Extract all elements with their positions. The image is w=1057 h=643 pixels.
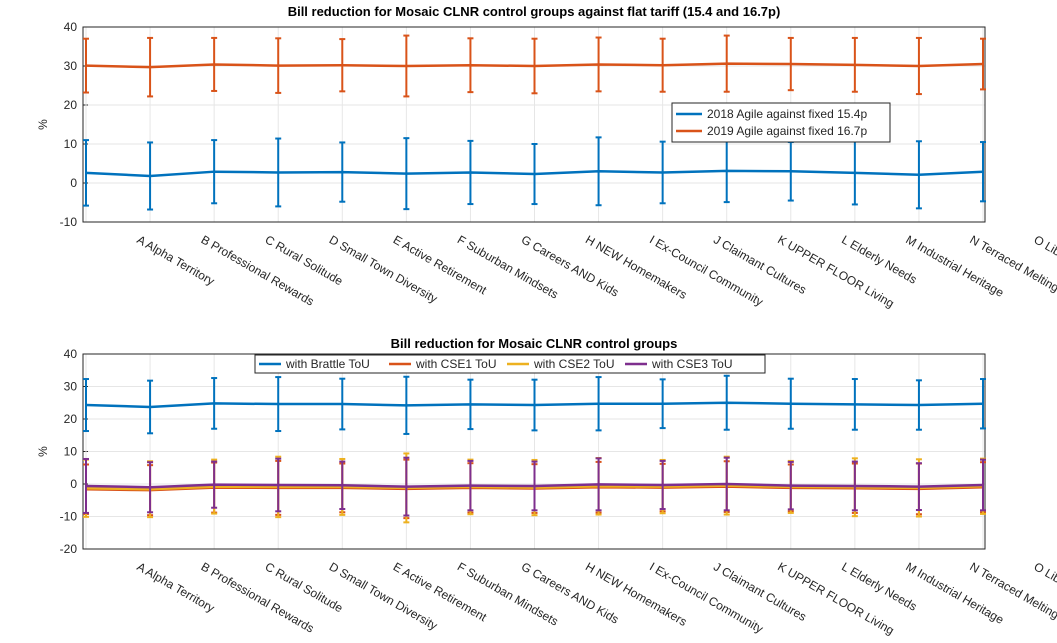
plot-frame [82,353,986,550]
legend-box [671,102,891,143]
x-tick-label: I Ex-Council Community [647,559,765,635]
y-tick-label: 40 [64,20,78,34]
x-tick-label: I Ex-Council Community [647,232,765,308]
x-tick-label: B Professional Rewards [199,559,317,635]
y-tick-label: 20 [64,98,78,112]
x-tick-label: K UPPER FLOOR Living [775,232,896,310]
x-tick-label: B Professional Rewards [199,232,317,308]
y-tick-label: -10 [60,510,78,524]
subplot: Bill reduction for Mosaic CLNR control g… [36,4,1057,311]
y-axis-label: % [36,119,50,130]
y-tick-label: -10 [60,215,78,229]
legend-label: with CSE1 ToU [415,357,496,371]
legend: with Brattle ToU with CSE1 ToU with CSE2 T… [254,354,766,374]
legend-label: with CSE2 ToU [533,357,614,371]
legend-label: 2019 Agile against fixed 16.7p [707,124,867,138]
legend: 2018 Agile against fixed 15.4p 2019 Agile… [671,102,891,143]
series-line [85,169,984,178]
legend-label: 2018 Agile against fixed 15.4p [707,107,867,121]
y-tick-label: 10 [64,445,78,459]
legend-label: with CSE3 ToU [651,357,732,371]
series-line [85,482,984,489]
error-bar [980,378,986,430]
y-tick-label: 0 [70,477,77,491]
subplot: Bill reduction for Mosaic CLNR control g… [36,336,1057,638]
y-tick-label: 30 [64,59,78,73]
x-tick-label: D Small Town Diversity [327,559,440,632]
x-tick-label: K UPPER FLOOR Living [775,559,896,637]
y-tick-label: 10 [64,137,78,151]
series-line [85,401,984,409]
y-tick-label: -20 [60,542,78,556]
y-tick-label: 20 [64,412,78,426]
plot-frame [82,26,986,223]
y-tick-label: 0 [70,176,77,190]
x-tick-label: D Small Town Diversity [327,232,440,305]
y-axis-label: % [36,446,50,457]
y-tick-label: 30 [64,380,78,394]
series-line [85,62,984,69]
chart-title: Bill reduction for Mosaic CLNR control g… [391,336,678,351]
y-tick-label: 40 [64,347,78,361]
legend-label: with Brattle ToU [285,357,370,371]
chart-title: Bill reduction for Mosaic CLNR control g… [288,4,781,19]
